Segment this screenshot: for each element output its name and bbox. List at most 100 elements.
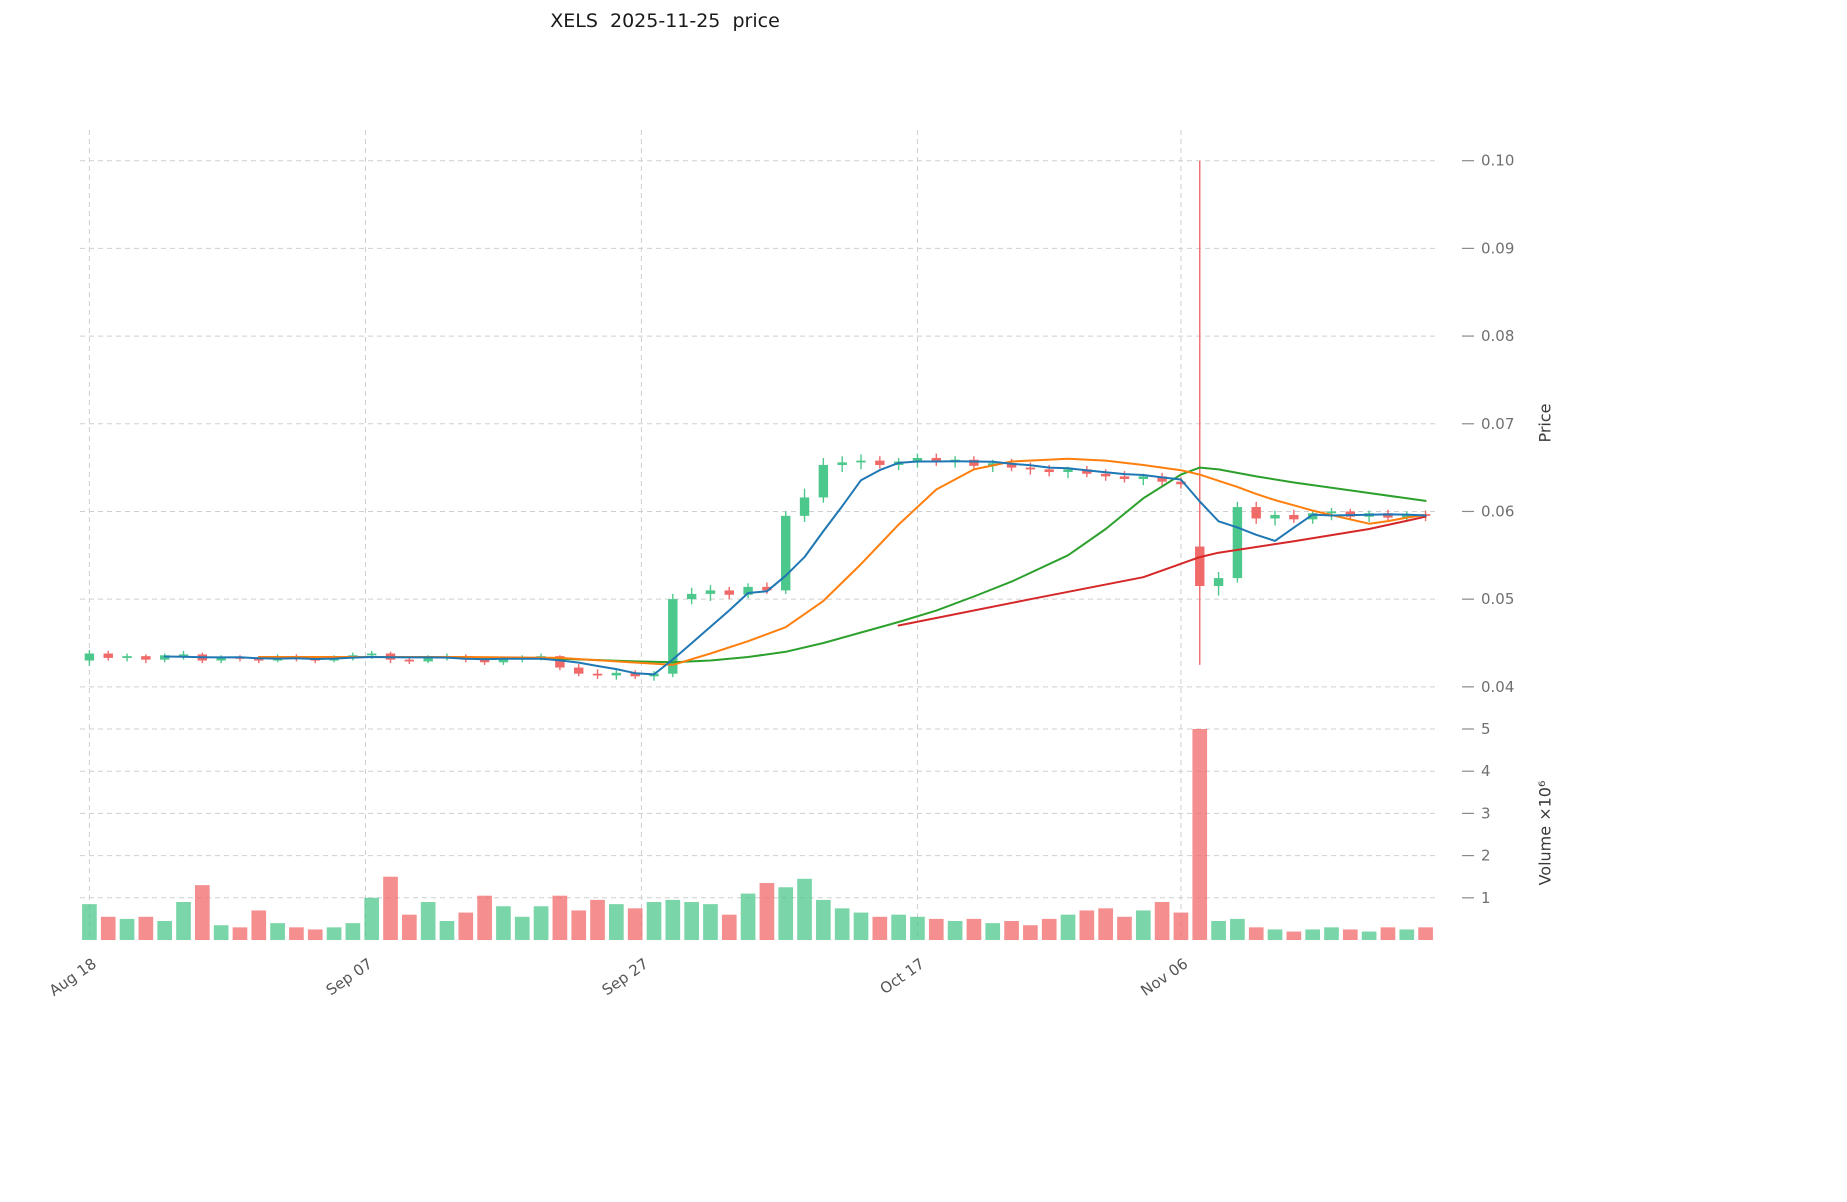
candle-body [668, 599, 678, 674]
volume-bar [646, 902, 662, 940]
candle-body [837, 462, 847, 465]
volume-bar [1248, 927, 1264, 940]
volume-bar [458, 912, 474, 940]
candle-body [1307, 513, 1318, 520]
volume-bar [816, 899, 831, 940]
volume-bar [289, 927, 304, 940]
candle-body [1025, 467, 1036, 470]
price-axis-label: Price [1535, 403, 1555, 443]
candle-body [1402, 514, 1412, 518]
candle-body [931, 457, 941, 463]
volume-bar [665, 899, 681, 940]
volume-bar [609, 904, 624, 940]
volume-bars [82, 728, 1433, 940]
candle-body [103, 653, 113, 658]
candle-body [216, 657, 226, 661]
volume-bar [213, 925, 229, 940]
volume-bar [383, 876, 398, 940]
candle-body [799, 497, 810, 516]
volume-bar [684, 902, 699, 940]
volume-bar [910, 916, 925, 940]
candle-body [912, 457, 923, 462]
volume-bar [307, 929, 323, 940]
volume-bar [1079, 910, 1095, 940]
candle-body [141, 656, 151, 660]
candle-body [1213, 578, 1224, 586]
volume-bar [1041, 918, 1057, 940]
candle-body [1119, 476, 1130, 480]
volume-bar [834, 908, 850, 940]
volume-tick-label: 1 [1481, 889, 1491, 907]
volume-bar [1267, 929, 1283, 940]
volume-tick-label: 4 [1481, 762, 1491, 780]
volume-bar [1023, 925, 1038, 940]
candle-body [1063, 469, 1073, 472]
volume-bar [966, 918, 982, 940]
volume-bar [1173, 912, 1189, 940]
volume-bar [928, 918, 944, 940]
volume-bar [1230, 918, 1245, 940]
candle-body [686, 593, 697, 600]
candle-body [1289, 514, 1299, 520]
volume-bar [100, 916, 116, 940]
volume-bar [1154, 902, 1170, 940]
volume-bar [985, 923, 1001, 940]
candle-body [1044, 469, 1054, 472]
volume-bar [797, 878, 812, 940]
volume-bar [477, 895, 492, 940]
volume-tick-label: 3 [1481, 804, 1491, 822]
volume-bar [1305, 929, 1321, 940]
volume-tick-label: 2 [1481, 847, 1491, 865]
volume-bar [759, 883, 775, 940]
volume-bar [1192, 728, 1208, 940]
volume-bar [778, 887, 794, 940]
volume-bar [496, 906, 511, 940]
candle-body [875, 460, 885, 465]
candle-body [705, 590, 716, 594]
volume-bar [138, 916, 154, 940]
volume-bar [1004, 921, 1019, 940]
volume-bar [1211, 921, 1226, 940]
candle-body [479, 659, 490, 663]
volume-tick-label: 5 [1481, 720, 1491, 738]
candle-body [1006, 463, 1017, 468]
price-tick-label: 0.05 [1481, 590, 1514, 608]
candle-body [781, 515, 791, 591]
volume-bar [176, 902, 191, 940]
volume-bar [194, 885, 210, 940]
volume-bar [891, 914, 906, 940]
volume-axis-label: Volume ×10⁶ [1535, 780, 1555, 886]
price-tick-label: 0.09 [1481, 239, 1514, 257]
candle-body [1232, 507, 1243, 579]
candle-body [630, 672, 640, 677]
candle-body [366, 653, 377, 656]
volume-bar [590, 899, 605, 940]
volume-bar [1361, 931, 1377, 940]
volume-bar [326, 927, 342, 940]
price-tick-label: 0.04 [1481, 678, 1514, 696]
candlesticks [84, 160, 1431, 681]
volume-bar [345, 923, 361, 940]
price-tick-label: 0.06 [1481, 502, 1514, 520]
candle-body [1270, 514, 1280, 519]
volume-bar [1399, 929, 1415, 940]
volume-bar [420, 902, 436, 940]
candle-body [122, 656, 132, 658]
ma-line-slow-green [446, 466, 1427, 664]
candle-body [423, 657, 433, 662]
volume-bar [157, 921, 173, 940]
volume-bar [1060, 914, 1076, 940]
volume-bar [571, 910, 587, 940]
candle-body [611, 672, 622, 676]
chart-title: XELS 2025-11-25 price [550, 10, 780, 32]
candle-body [498, 658, 509, 663]
volume-bar [251, 910, 267, 940]
volume-bar [1342, 929, 1358, 940]
candle-body [818, 464, 829, 498]
candle-body [856, 460, 866, 463]
candle-body [1082, 469, 1092, 474]
volume-bar [1380, 927, 1396, 940]
date-tick-label: Oct 17 [877, 955, 928, 998]
